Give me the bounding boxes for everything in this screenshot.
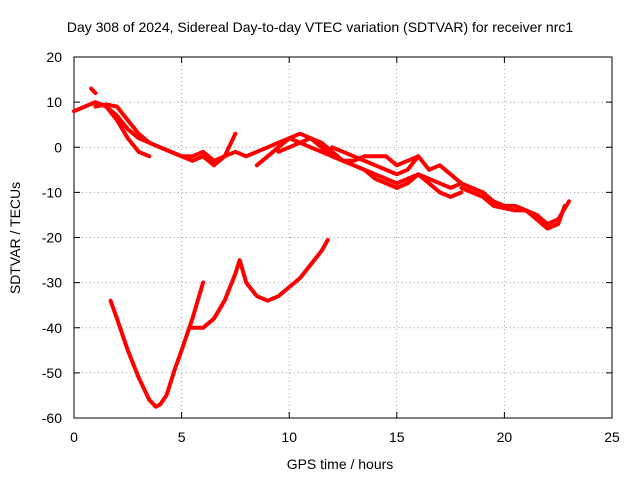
y-tick-label: 10 xyxy=(46,94,62,110)
series-line-arc-9 xyxy=(190,237,330,330)
series-line-arc-7 xyxy=(459,185,567,231)
x-tick-label: 20 xyxy=(497,429,513,445)
y-tick-label: -30 xyxy=(42,275,62,291)
series-line-arc-8 xyxy=(108,280,206,409)
grid-lines xyxy=(74,57,612,418)
series-line-blip xyxy=(89,86,98,96)
x-tick-label: 5 xyxy=(178,429,186,445)
y-tick-label: -40 xyxy=(42,320,62,336)
x-tick-label: 10 xyxy=(281,429,297,445)
chart-title: Day 308 of 2024, Sidereal Day-to-day VTE… xyxy=(66,19,574,35)
series-line-arc-2 xyxy=(93,102,238,168)
y-axis-label: SDTVAR / TECUs xyxy=(7,181,23,295)
x-tick-labels: 0 5 10 15 20 25 xyxy=(70,429,620,445)
axis-ticks xyxy=(73,56,613,419)
series-line-arc-3 xyxy=(104,104,152,159)
y-tick-labels: -60 -50 -40 -30 -20 -10 0 10 20 xyxy=(42,49,62,426)
series-group xyxy=(72,86,571,409)
y-tick-label: -60 xyxy=(42,410,62,426)
y-tick-label: 20 xyxy=(46,49,62,65)
y-tick-label: 0 xyxy=(54,139,62,155)
series-line-arc-6 xyxy=(330,145,421,177)
y-tick-label: -10 xyxy=(42,184,62,200)
x-tick-label: 15 xyxy=(389,429,405,445)
series-line-arc-1 xyxy=(72,100,464,186)
y-tick-label: -20 xyxy=(42,230,62,246)
series-line-arc-5 xyxy=(276,136,464,199)
x-tick-label: 0 xyxy=(70,429,78,445)
x-axis-label: GPS time / hours xyxy=(286,456,394,472)
x-tick-label: 25 xyxy=(604,429,620,445)
y-tick-label: -50 xyxy=(42,365,62,381)
